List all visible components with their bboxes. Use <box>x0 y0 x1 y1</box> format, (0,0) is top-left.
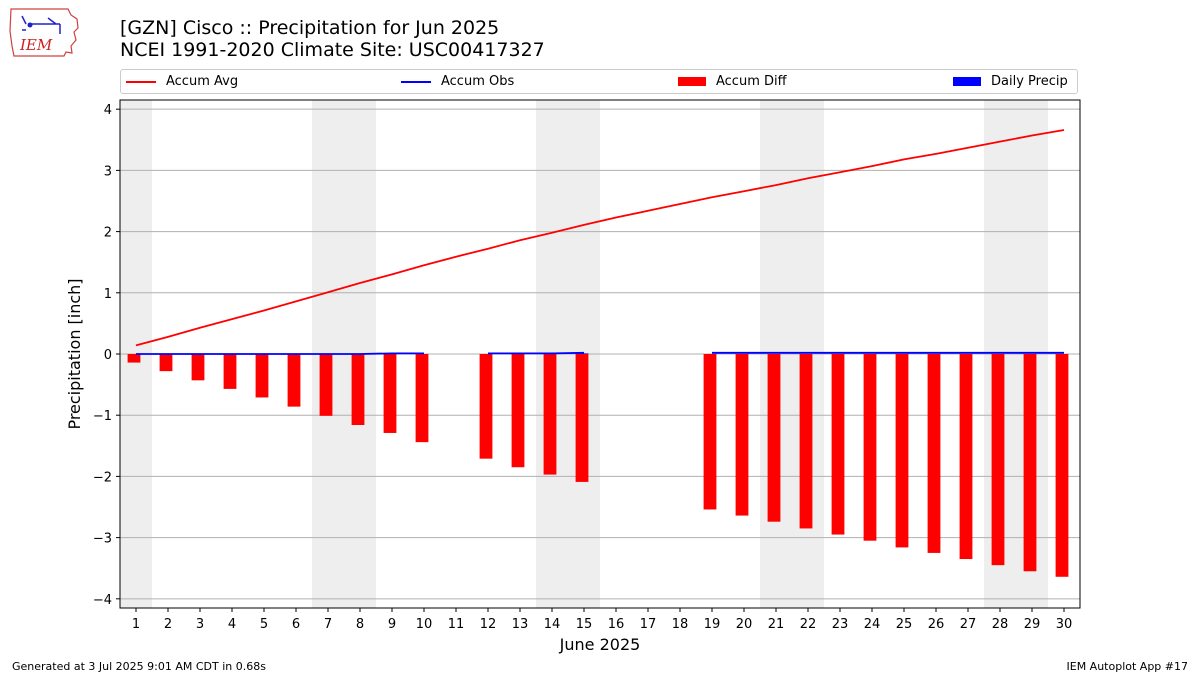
accum-diff-bar <box>191 354 205 381</box>
accum-diff-bar <box>799 354 813 529</box>
legend-swatch <box>401 80 431 83</box>
accum-diff-bar <box>223 354 237 389</box>
accum-diff-bar <box>255 354 269 398</box>
weather-glyphs <box>21 15 61 34</box>
x-tick-label: 26 <box>928 617 945 632</box>
iowa-outline <box>9 8 79 57</box>
legend-label: Accum Diff <box>716 74 787 89</box>
accum-diff-bar <box>575 354 589 482</box>
x-tick-label: 23 <box>832 617 849 632</box>
generated-timestamp: Generated at 3 Jul 2025 9:01 AM CDT in 0… <box>12 660 266 673</box>
accum-diff-bar <box>991 354 1005 566</box>
plot-frame <box>119 99 1081 609</box>
legend-item-accum-avg: Accum Avg <box>126 70 238 93</box>
accum-avg-line <box>135 129 1065 347</box>
x-tick-label: 6 <box>292 617 300 632</box>
accum-diff-bar <box>511 354 525 468</box>
x-tick-label: 2 <box>164 617 172 632</box>
accum-diff-bar <box>127 354 141 363</box>
x-tick-label: 24 <box>864 617 881 632</box>
x-tick-label: 16 <box>608 617 625 632</box>
y-tick-label: 4 <box>104 103 112 118</box>
y-tick-label: −1 <box>93 409 112 424</box>
y-tick-label: 0 <box>104 348 112 363</box>
x-tick-label: 14 <box>544 617 561 632</box>
accum-diff-bar <box>959 354 973 560</box>
accum-diff-bar <box>543 354 557 475</box>
accum-diff-bar <box>319 354 333 416</box>
y-tick-label: −4 <box>93 593 112 608</box>
legend-item-accum-obs: Accum Obs <box>401 70 514 93</box>
x-tick-label: 13 <box>512 617 529 632</box>
legend-label: Accum Avg <box>166 74 239 89</box>
chart-subtitle: NCEI 1991-2020 Climate Site: USC00417327 <box>120 39 545 61</box>
accum-diff-bar <box>383 354 397 433</box>
legend-item-daily-precip: Daily Precip <box>953 70 1068 93</box>
x-tick-label: 10 <box>416 617 433 632</box>
accum-diff-bar <box>479 354 493 459</box>
x-tick-label: 4 <box>228 617 236 632</box>
accum-diff-bar <box>703 354 717 510</box>
x-tick-label: 25 <box>896 617 913 632</box>
accum-diff-bar <box>415 354 429 443</box>
accum-diff-bar <box>831 354 845 535</box>
accum-diff-bar <box>895 354 909 548</box>
x-tick-label: 27 <box>960 617 977 632</box>
legend-swatch <box>953 77 981 86</box>
accum-diff-bar <box>351 354 365 425</box>
x-tick-label: 7 <box>324 617 332 632</box>
chart-title: [GZN] Cisco :: Precipitation for Jun 202… <box>120 17 500 39</box>
y-tick-label: 1 <box>104 287 112 302</box>
x-tick-label: 17 <box>640 617 657 632</box>
accum-diff-bar <box>863 354 877 541</box>
x-tick-label: 8 <box>356 617 364 632</box>
accum-obs-line <box>136 352 424 355</box>
x-axis-label: June 2025 <box>559 635 641 654</box>
x-tick-label: 30 <box>1056 617 1073 632</box>
x-tick-label: 1 <box>132 617 140 632</box>
accum-diff-bar <box>1023 354 1037 572</box>
accum-diff-bar <box>287 354 301 407</box>
legend-item-accum-diff: Accum Diff <box>678 70 787 93</box>
x-tick-label: 9 <box>388 617 396 632</box>
accum-diff-bar <box>1055 354 1069 577</box>
iem-logo: IEM <box>9 8 79 57</box>
x-tick-label: 29 <box>1024 617 1041 632</box>
legend-label: Daily Precip <box>991 74 1068 89</box>
y-axis-label: Precipitation [inch] <box>65 278 84 429</box>
x-tick-label: 21 <box>768 617 785 632</box>
x-tick-label: 15 <box>576 617 593 632</box>
accum-diff-bar <box>927 354 941 553</box>
accum-diff-bar <box>159 354 173 372</box>
y-tick-label: 2 <box>104 226 112 241</box>
y-tick-label: −2 <box>93 470 112 485</box>
legend: Accum Avg Accum Obs Accum Diff Daily Precip <box>120 69 1078 94</box>
accum-diff-bar <box>735 354 749 516</box>
x-tick-label: 5 <box>260 617 268 632</box>
x-tick-label: 20 <box>736 617 753 632</box>
y-tick-label: −3 <box>93 532 112 547</box>
x-tick-label: 18 <box>672 617 689 632</box>
y-tick-label: 3 <box>104 164 112 179</box>
x-tick-label: 3 <box>196 617 204 632</box>
legend-swatch <box>678 77 706 86</box>
x-tick-label: 22 <box>800 617 817 632</box>
accum-obs-line <box>488 351 585 355</box>
autoplot-credit: IEM Autoplot App #17 <box>1066 660 1189 673</box>
x-tick-label: 28 <box>992 617 1009 632</box>
logo-text: IEM <box>19 36 53 54</box>
legend-swatch <box>126 80 156 83</box>
x-tick-label: 11 <box>448 617 465 632</box>
accum-diff-bar <box>767 354 781 522</box>
x-tick-label: 12 <box>480 617 497 632</box>
legend-label: Accum Obs <box>441 74 515 89</box>
x-tick-label: 19 <box>704 617 721 632</box>
